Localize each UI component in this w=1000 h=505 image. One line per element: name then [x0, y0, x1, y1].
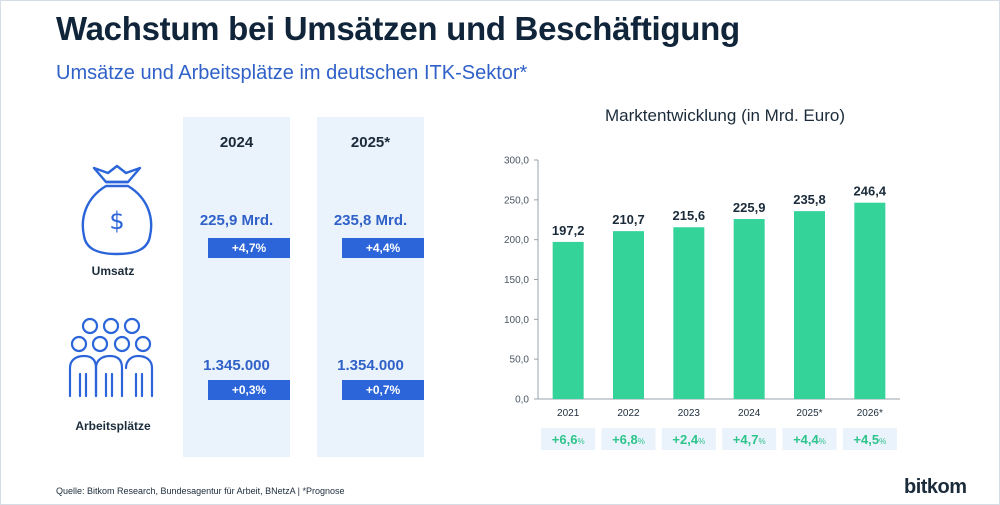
growth-label: +4,7%: [733, 432, 766, 447]
y-tick-label: 50,0: [510, 355, 530, 366]
growth-badge-bg: [661, 428, 716, 450]
growth-badge-bg: [541, 428, 596, 450]
growth-value: +6,8: [612, 432, 638, 447]
page-subtitle: Umsätze und Arbeitsplätze im deutschen I…: [56, 62, 528, 84]
y-tick-label: 0,0: [515, 395, 529, 406]
growth-value: +4,7: [733, 432, 759, 447]
y-tick-label: 250,0: [504, 195, 529, 206]
source-footnote: Quelle: Bitkom Research, Bundesagentur f…: [56, 486, 345, 496]
change-badge-umsatz-2025: +4,4%: [342, 238, 424, 258]
y-tick-label: 300,0: [504, 156, 529, 167]
growth-badge-bg: [722, 428, 777, 450]
bar-chart: 0,0 50,0 100,0 150,0 200,0 250,0 300,0 197,2 202…: [504, 156, 900, 450]
growth-badge-bg: [842, 428, 897, 450]
growth-value: +2,4: [672, 432, 698, 447]
growth-label: +4,4%: [793, 432, 826, 447]
bar-value-label: 197,2: [552, 223, 585, 238]
change-badge-arbeitsplaetze-2024: +0,3%: [208, 380, 290, 400]
bar-2025: [794, 211, 825, 399]
y-tick-label: 100,0: [504, 315, 529, 326]
x-tick-label: 2021: [557, 408, 580, 419]
bar-2026: [854, 202, 886, 399]
bitkom-logo: bitkom: [904, 476, 967, 498]
svg-text:$: $: [109, 207, 124, 235]
row-label-arbeitsplaetze: Arbeitsplätze: [75, 419, 151, 433]
value-umsatz-2024: 225,9 Mrd.: [199, 212, 274, 229]
value-arbeitsplaetze-2024: 1.345.000: [203, 357, 270, 374]
column-header-2025: 2025*: [350, 134, 391, 151]
page-title: Wachstum bei Umsätzen und Beschäftigung: [56, 10, 740, 47]
bar-2021: [552, 241, 584, 399]
growth-unit: %: [879, 437, 886, 446]
x-tick-label: 2023: [678, 408, 701, 419]
x-tick-label: 2025*: [796, 408, 822, 419]
bar-value-label: 246,4: [854, 184, 887, 199]
bar-value-label: 215,6: [673, 208, 706, 223]
change-badge-arbeitsplaetze-2025: +0,7%: [342, 380, 424, 400]
bar-value-label: 210,7: [612, 212, 645, 227]
bar-2024: [733, 219, 765, 399]
bar-2023: [673, 227, 705, 399]
bar-value-label: 235,8: [793, 192, 826, 207]
growth-value: +4,5: [853, 432, 879, 447]
value-umsatz-2025: 235,8 Mrd.: [333, 212, 408, 229]
y-tick-label: 150,0: [504, 275, 529, 286]
growth-label: +6,8%: [612, 432, 645, 447]
bar-value-label: 225,9: [733, 200, 766, 215]
growth-badge-bg: [782, 428, 837, 450]
column-2024-panel: [183, 117, 290, 457]
growth-badge-bg: [601, 428, 656, 450]
bar-2022: [613, 231, 644, 399]
x-tick-label: 2026*: [857, 408, 883, 419]
x-tick-label: 2022: [617, 408, 640, 419]
value-arbeitsplaetze-2025: 1.354.000: [337, 357, 404, 374]
growth-unit: %: [638, 437, 645, 446]
growth-unit: %: [698, 437, 705, 446]
y-tick-label: 200,0: [504, 235, 529, 246]
change-badge-umsatz-2024: +4,7%: [208, 238, 290, 258]
growth-unit: %: [819, 437, 826, 446]
money-bag-icon: $: [81, 164, 153, 256]
growth-unit: %: [577, 437, 584, 446]
chart-title: Marktentwicklung (in Mrd. Euro): [605, 106, 845, 125]
growth-value: +6,6: [552, 432, 578, 447]
growth-unit: %: [758, 437, 765, 446]
x-tick-label: 2024: [738, 408, 761, 419]
people-group-icon: [68, 317, 154, 398]
growth-label: +4,5%: [853, 432, 886, 447]
growth-label: +6,6%: [552, 432, 585, 447]
column-header-2024: 2024: [219, 134, 254, 151]
growth-label: +2,4%: [672, 432, 705, 447]
growth-value: +4,4: [793, 432, 819, 447]
column-2025-panel: [317, 117, 424, 457]
row-label-umsatz: Umsatz: [91, 264, 135, 278]
